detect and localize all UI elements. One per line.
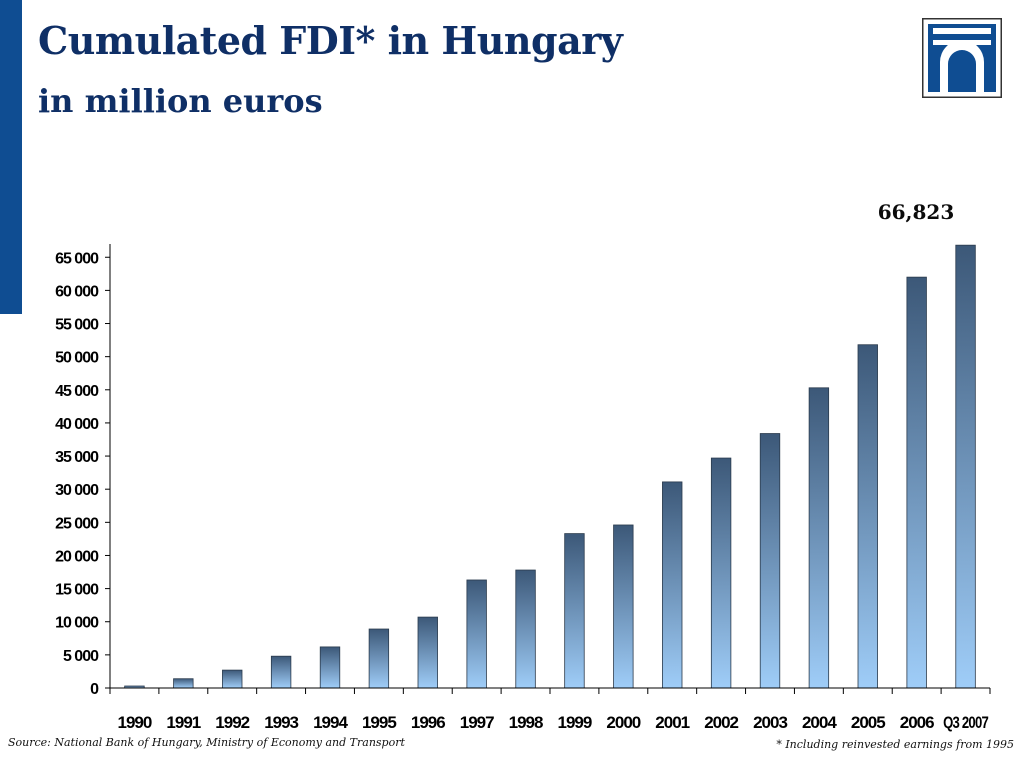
x-tick-label: 2003: [753, 713, 787, 732]
y-tick-label: 10 000: [55, 615, 99, 632]
bar-1994: [319, 646, 341, 689]
x-tick-label: 2002: [704, 713, 738, 732]
y-tick-label: 45 000: [55, 383, 99, 400]
x-tick-label: 2006: [900, 713, 934, 732]
bar-2003: [759, 433, 781, 689]
y-tick-label: 5 000: [63, 648, 99, 665]
bar-2005: [857, 344, 878, 689]
y-tick-label: 15 000: [55, 582, 99, 599]
x-tick-label: 2000: [606, 713, 640, 732]
source-note: Source: National Bank of Hungary, Minist…: [8, 736, 405, 749]
bar-1993: [270, 655, 292, 689]
bar-2001: [662, 481, 683, 689]
bar-q3-2007: [955, 244, 976, 689]
bar-1995: [368, 628, 390, 689]
x-tick-label: 1996: [411, 713, 445, 732]
y-tick-label: 60 000: [55, 283, 99, 300]
side-accent-bar: [0, 0, 22, 314]
bar-2002: [710, 457, 732, 689]
bar-series: [124, 244, 976, 689]
x-tick-label: 1991: [166, 713, 200, 732]
x-tick-label: 2004: [802, 713, 837, 732]
y-tick-label: 50 000: [55, 350, 99, 367]
x-tick-label: 1995: [362, 713, 396, 732]
x-tick-label: 1992: [215, 713, 249, 732]
y-tick-label: 25 000: [55, 515, 99, 532]
bar-2006: [906, 276, 927, 689]
bar-1996: [417, 616, 438, 689]
y-tick-label: 55 000: [55, 317, 99, 334]
footnote: * Including reinvested earnings from 199…: [776, 738, 1014, 751]
x-tick-label: 1994: [313, 713, 348, 732]
bar-1991: [173, 678, 194, 689]
page-title: Cumulated FDI* in Hungary: [38, 18, 623, 63]
last-value-callout: 66,823: [877, 200, 955, 224]
x-tick-label: 1999: [558, 713, 592, 732]
x-tick-label: 2001: [655, 713, 689, 732]
y-tick-label: 40 000: [55, 416, 99, 433]
bar-2000: [613, 524, 634, 689]
bar-1997: [466, 579, 487, 689]
bar-1999: [564, 533, 585, 689]
y-tick-label: 65 000: [55, 250, 99, 267]
y-axis-ticks: 0 5 000 10 000 15 000 20 000 25 000 30 000 35 0…: [55, 250, 110, 698]
x-tick-label: 2005: [851, 713, 885, 732]
x-tick-label: 1990: [118, 713, 152, 732]
bar-2004: [808, 387, 830, 689]
y-tick-label: 0: [90, 681, 99, 698]
x-tick-label: 1993: [264, 713, 298, 732]
page-subtitle: in million euros: [38, 82, 323, 120]
x-tick-label: 1998: [509, 713, 543, 732]
y-tick-label: 30 000: [55, 482, 99, 499]
x-tick-label: 1997: [460, 713, 494, 732]
bar-1998: [515, 569, 536, 689]
bar-1992: [222, 669, 243, 689]
y-tick-label: 35 000: [55, 449, 99, 466]
y-tick-label: 20 000: [55, 548, 99, 565]
x-axis-ticks: 1990 1991 1992 1993 1994 1995 1996 1997 1998 1999…: [109, 688, 991, 732]
x-tick-label: Q3 2007: [943, 713, 988, 732]
